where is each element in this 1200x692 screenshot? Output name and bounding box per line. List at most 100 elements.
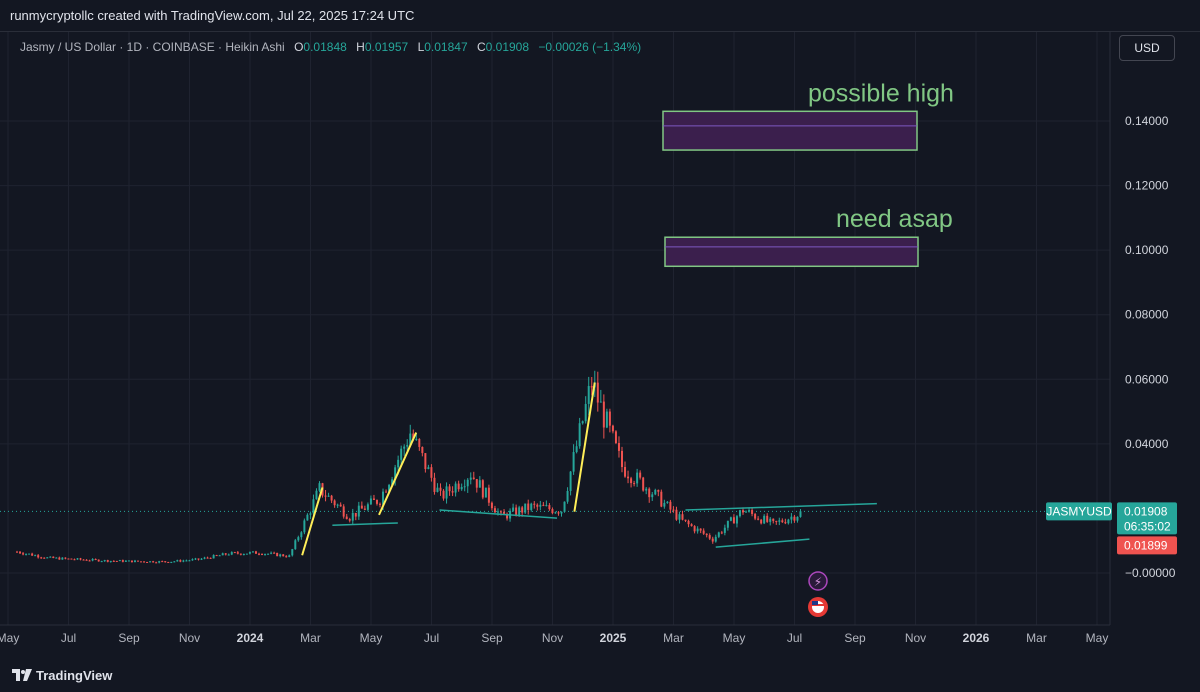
- symbol-title[interactable]: Jasmy / US Dollar · 1D · COINBASE · Heik…: [20, 40, 285, 54]
- candle-body: [436, 487, 439, 492]
- candle-body: [418, 439, 421, 447]
- candle-body: [318, 483, 321, 491]
- candle-body: [566, 490, 569, 502]
- candle-body: [330, 495, 333, 501]
- open-label: O: [294, 40, 304, 54]
- candle-body: [720, 532, 723, 534]
- candle-body: [451, 491, 454, 493]
- candle-body: [282, 554, 285, 557]
- target-zone: [662, 110, 918, 151]
- yellow-trend-line[interactable]: [301, 487, 324, 556]
- candle-body: [379, 503, 381, 505]
- candle-body: [654, 489, 657, 495]
- teal-trend-line[interactable]: [332, 522, 398, 526]
- candle-body: [121, 560, 124, 562]
- candle-body: [336, 504, 339, 506]
- candle-body: [614, 431, 617, 444]
- candle-body: [669, 501, 672, 510]
- candle-body: [130, 560, 133, 563]
- x-tick-label: Mar: [1026, 631, 1047, 645]
- x-tick-label: Nov: [905, 631, 926, 645]
- y-tick-label: 0.04000: [1125, 437, 1169, 451]
- x-tick-label: 2024: [237, 631, 264, 645]
- candle-body: [569, 471, 572, 491]
- candle-body: [427, 467, 430, 470]
- candle-body: [297, 537, 300, 541]
- candle-body: [118, 560, 121, 562]
- teal-trend-line[interactable]: [439, 509, 558, 519]
- candle-body: [681, 514, 684, 520]
- candle-body: [55, 557, 58, 559]
- candle-body: [754, 513, 757, 519]
- y-tick-label: 0.08000: [1125, 308, 1169, 322]
- candle-body: [587, 386, 590, 404]
- candle-body: [723, 527, 726, 533]
- candle-body: [276, 552, 279, 557]
- candle-body: [115, 560, 118, 562]
- candle-body: [46, 557, 49, 559]
- us-flag-canton: [812, 601, 818, 605]
- candle-body: [97, 559, 100, 562]
- candle-body: [675, 509, 678, 520]
- candle-body: [64, 557, 67, 559]
- candle-body: [315, 490, 318, 500]
- candle-body: [793, 516, 796, 521]
- candle-body: [717, 532, 720, 537]
- prev-close-tag: [1117, 536, 1177, 555]
- candle-body: [627, 476, 630, 479]
- price-axis[interactable]: 0.14000 0.12000 0.10000 0.08000 0.06000 0.040…: [0, 31, 1176, 626]
- candle-body: [149, 561, 152, 563]
- candle-body: [161, 561, 164, 563]
- candle-body: [557, 512, 560, 514]
- yellow-trend-line[interactable]: [573, 382, 596, 512]
- candle-body: [738, 510, 741, 517]
- x-tick-label: Jul: [61, 631, 76, 645]
- candle-body: [82, 559, 85, 561]
- candle-body: [584, 403, 587, 422]
- teal-trend-line[interactable]: [715, 538, 810, 548]
- candle-body: [527, 503, 530, 510]
- time-axis[interactable]: May Jul Sep Nov 2024 Mar May Jul Sep Nov 2025 Mar Ma…: [0, 631, 1108, 645]
- candle-body: [176, 560, 179, 562]
- candle-body: [545, 505, 548, 507]
- candle-body: [360, 505, 363, 509]
- x-tick-label: May: [723, 631, 746, 645]
- candle-body: [106, 560, 109, 562]
- candle-body: [732, 517, 735, 524]
- low-label: L: [417, 40, 425, 54]
- x-tick-label: 2025: [600, 631, 627, 645]
- candle-body: [781, 520, 784, 523]
- candle-body: [103, 560, 106, 562]
- teal-trend-line[interactable]: [685, 502, 877, 511]
- candle-body: [530, 503, 533, 510]
- symbol-legend[interactable]: Jasmy / US Dollar · 1D · COINBASE · Heik…: [20, 40, 641, 54]
- yellow-trend-line[interactable]: [378, 432, 418, 516]
- target-zone: [664, 236, 919, 268]
- candle-body: [127, 560, 130, 562]
- candle-body: [236, 552, 239, 554]
- candle-body: [430, 467, 433, 478]
- candle-body: [91, 558, 94, 561]
- currency-button[interactable]: USD: [1119, 35, 1175, 61]
- y-tick-label: 0.14000: [1125, 114, 1169, 128]
- candle-body: [560, 511, 563, 514]
- candle-body: [146, 562, 149, 564]
- candle-body: [143, 561, 146, 563]
- event-markers[interactable]: ⚡: [808, 571, 828, 617]
- candle-body: [412, 433, 415, 440]
- lightning-icon[interactable]: [808, 571, 828, 591]
- candle-body: [496, 511, 499, 513]
- candle-body: [279, 554, 282, 557]
- x-tick-label: Nov: [179, 631, 200, 645]
- candle-body: [611, 425, 614, 432]
- candle-body: [472, 477, 475, 480]
- candle-body: [25, 553, 28, 555]
- candle-body: [696, 528, 699, 532]
- change-value: −0.00026 (−1.34%): [538, 40, 642, 54]
- candle-body: [705, 533, 708, 536]
- candle-body: [372, 498, 375, 500]
- tradingview-logo[interactable]: TradingView: [12, 668, 112, 683]
- candle-body: [506, 513, 509, 519]
